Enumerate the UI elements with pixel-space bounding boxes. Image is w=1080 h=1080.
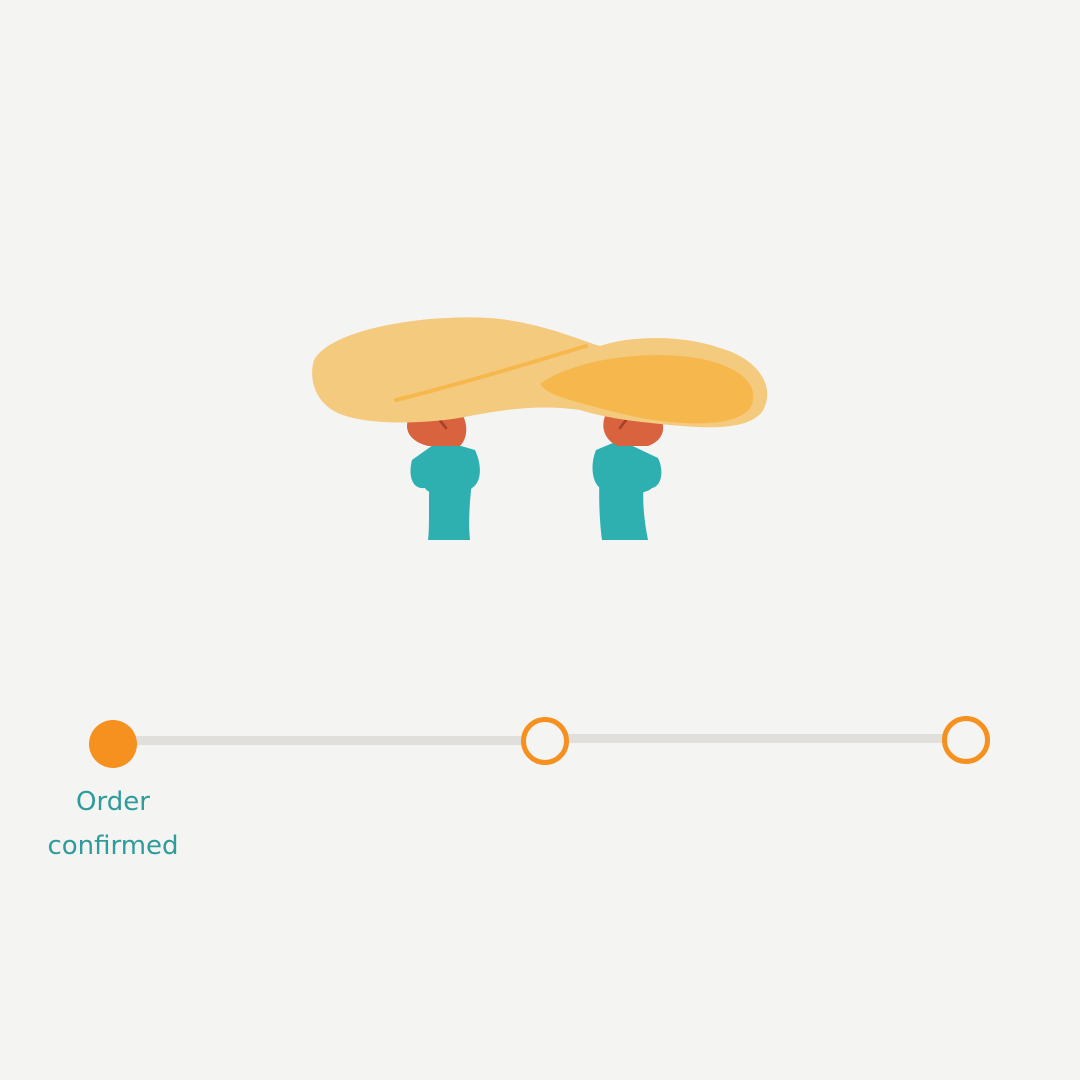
pizza-dough-toss-illustration <box>300 300 780 550</box>
left-arm <box>406 414 480 540</box>
progress-line-1 <box>112 736 546 745</box>
step-pending-dot <box>942 716 990 764</box>
step-label-order-confirmed: Order confirmed <box>47 787 179 861</box>
pizza-dough <box>312 317 768 428</box>
right-arm <box>592 414 664 540</box>
progress-line-2 <box>545 734 966 743</box>
step-pending-dot <box>521 717 569 765</box>
step-complete-dot <box>89 720 137 768</box>
